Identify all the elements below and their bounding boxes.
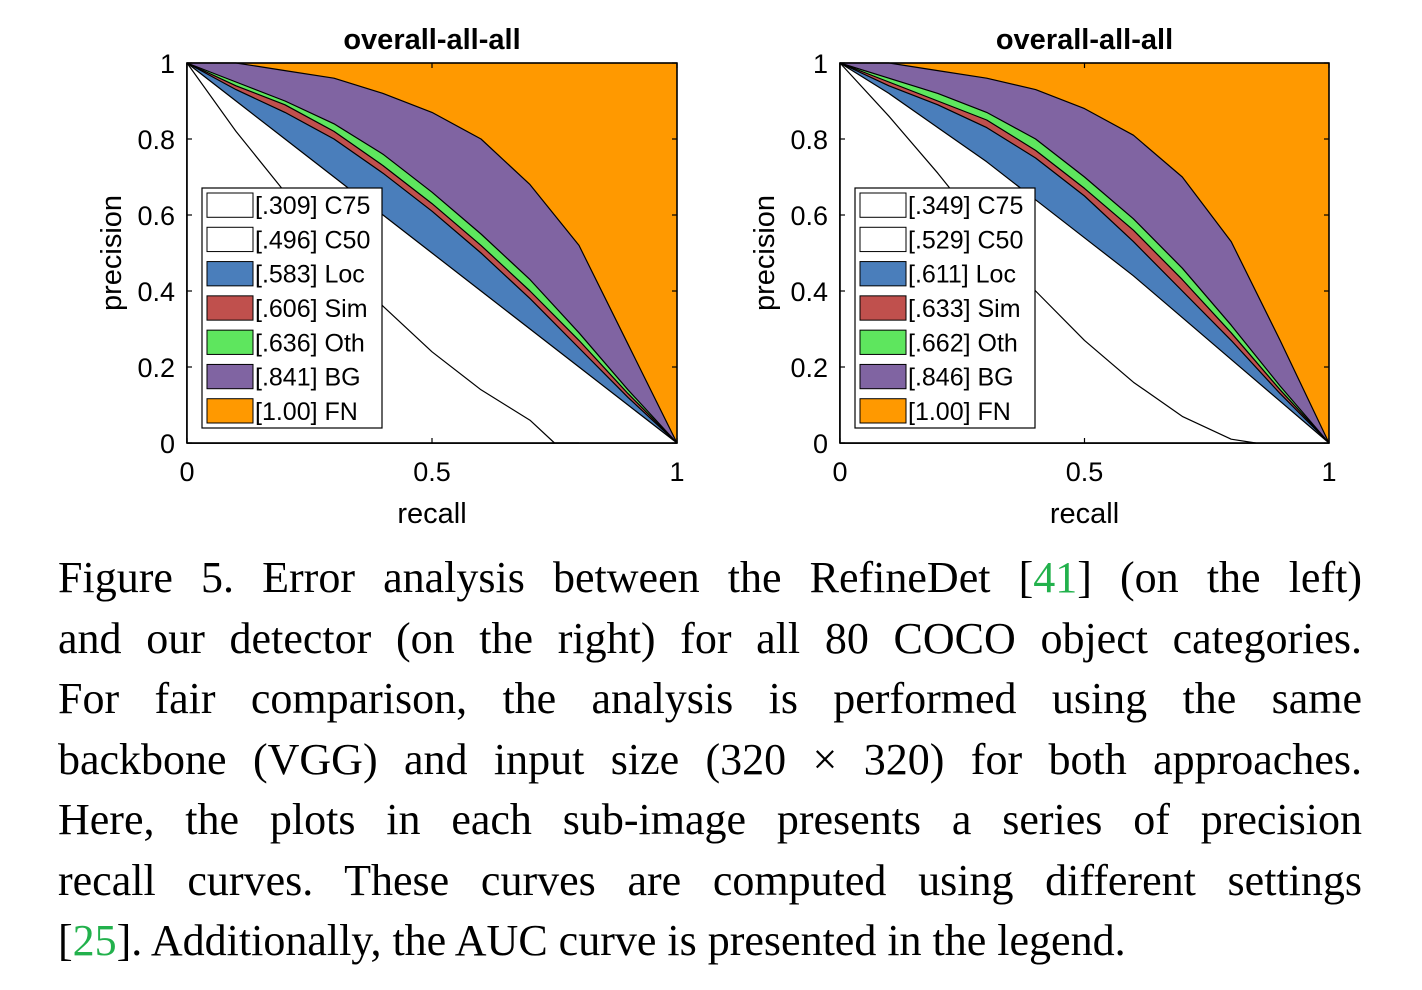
y-tick-label: 0.8 bbox=[137, 125, 175, 155]
caption-text: [ bbox=[58, 916, 73, 965]
x-tick-label: 0.5 bbox=[413, 457, 451, 487]
y-tick-label: 0.2 bbox=[790, 353, 828, 383]
legend-swatch bbox=[859, 261, 907, 287]
y-tick-label: 0.8 bbox=[790, 125, 828, 155]
legend-swatch bbox=[206, 398, 254, 424]
legend-swatch bbox=[859, 295, 907, 321]
caption-line-3: For fair comparison, the analysis is per… bbox=[58, 674, 1362, 723]
y-tick-label: 0.4 bbox=[137, 277, 175, 307]
y-tick-label: 0 bbox=[813, 429, 828, 459]
x-tick-label: 0 bbox=[832, 457, 847, 487]
legend-swatch bbox=[859, 226, 907, 253]
x-axis-label: recall bbox=[1050, 498, 1119, 530]
legend-entry: [1.00] FN bbox=[255, 398, 358, 426]
y-tick-label: 0.6 bbox=[137, 201, 175, 231]
x-tick-label: 0.5 bbox=[1066, 457, 1104, 487]
chart-title: overall-all-all bbox=[996, 24, 1173, 56]
y-tick-label: 0.2 bbox=[137, 353, 175, 383]
legend-entry: [.496] C50 bbox=[255, 226, 370, 254]
legend-swatch bbox=[206, 363, 254, 390]
caption-line-4: backbone (VGG) and input size (320 × 320… bbox=[58, 734, 1362, 784]
legend-entry: [.662] Oth bbox=[908, 329, 1018, 357]
caption-line-2: and our detector (on the right) for all … bbox=[58, 613, 1362, 663]
x-tick-label: 0 bbox=[179, 457, 194, 487]
caption-text: Figure 5. Error analysis between the Ref… bbox=[58, 553, 1034, 602]
legend-entry: [.633] Sim bbox=[908, 295, 1021, 323]
citation-link-25[interactable]: 25 bbox=[72, 916, 117, 965]
y-axis-label: precision bbox=[749, 195, 781, 311]
y-tick-label: 1 bbox=[813, 49, 828, 79]
legend-entry: [.606] Sim bbox=[255, 295, 368, 323]
legend-entry: [1.00] FN bbox=[908, 398, 1011, 426]
y-tick-label: 0.4 bbox=[790, 277, 828, 307]
legend-entry: [.349] C75 bbox=[908, 192, 1023, 220]
y-axis-label: precision bbox=[96, 195, 128, 311]
legend-swatch bbox=[206, 295, 254, 321]
y-tick-label: 1 bbox=[160, 49, 175, 79]
figure: 0 0.2 0.4 0.6 0.8 1 0 0.5 1 overall-all-all recall… bbox=[96, 24, 1337, 530]
legend-entry: [.529] C50 bbox=[908, 226, 1023, 254]
figure-svg: 0 0.2 0.4 0.6 0.8 1 0 0.5 1 overall-all-all recall… bbox=[96, 24, 1337, 530]
legend-swatch bbox=[206, 226, 254, 253]
legend-swatch bbox=[206, 261, 254, 287]
legend-entry: [.846] BG bbox=[908, 364, 1014, 392]
caption-line-7: [25]. Additionally, the AUC curve is pre… bbox=[58, 911, 1362, 972]
y-tick-label: 0.6 bbox=[790, 201, 828, 231]
legend-swatch bbox=[859, 192, 907, 218]
x-tick-label: 1 bbox=[1321, 457, 1336, 487]
caption-text: ]. Additionally, the AUC curve is presen… bbox=[116, 916, 1126, 965]
caption-line-5: Here, the plots in each sub-image presen… bbox=[58, 795, 1362, 844]
caption-line-6: recall curves. These curves are computed… bbox=[58, 855, 1362, 905]
legend-entry: [.309] C75 bbox=[255, 192, 370, 220]
citation-link-41[interactable]: 41 bbox=[1033, 553, 1078, 602]
legend: [.349] C75 [.529] C50 [.611] Loc [.633] Sim… bbox=[854, 187, 1036, 429]
legend-entry: [.841] BG bbox=[255, 364, 361, 392]
legend-swatch bbox=[206, 329, 254, 355]
legend-entry: [.611] Loc bbox=[908, 261, 1016, 289]
figure-caption: Figure 5. Error analysis between the Ref… bbox=[58, 548, 1362, 972]
chart-1: 0 0.2 0.4 0.6 0.8 1 0 0.5 1 overall-all-all recall… bbox=[96, 24, 685, 530]
y-tick-label: 0 bbox=[160, 429, 175, 459]
legend: [.309] C75 [.496] C50 [.583] Loc [.606] Sim… bbox=[201, 187, 383, 429]
legend-swatch bbox=[859, 398, 907, 424]
caption-line-1: Figure 5. Error analysis between the Ref… bbox=[58, 548, 1362, 609]
chart-2: 0 0.2 0.4 0.6 0.8 1 0 0.5 1 overall-all-all recall… bbox=[749, 24, 1337, 530]
legend-swatch bbox=[859, 329, 907, 355]
legend-entry: [.583] Loc bbox=[255, 261, 365, 289]
x-tick-label: 1 bbox=[669, 457, 684, 487]
legend-entry: [.636] Oth bbox=[255, 329, 365, 357]
x-axis-label: recall bbox=[397, 498, 466, 530]
chart-title: overall-all-all bbox=[343, 24, 520, 56]
legend-swatch bbox=[206, 192, 254, 218]
caption-text: ] (on the left) bbox=[1077, 553, 1362, 602]
legend-swatch bbox=[859, 363, 907, 390]
